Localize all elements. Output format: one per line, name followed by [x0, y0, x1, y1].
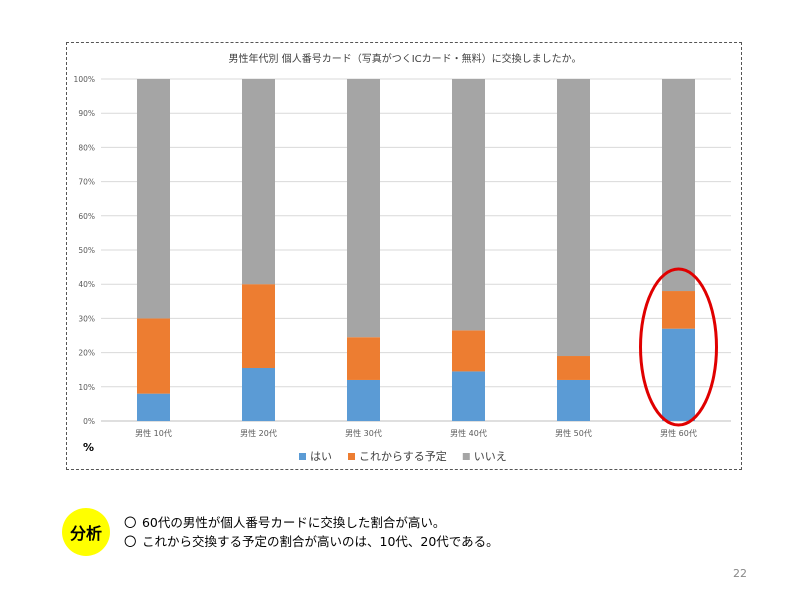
y-tick-label: 70%	[78, 178, 95, 187]
bar-segment	[662, 291, 695, 329]
analysis-badge: 分析	[62, 508, 110, 556]
x-tick-label: 男性 50代	[555, 428, 592, 438]
legend-label: はい	[310, 450, 332, 463]
legend-label: これからする予定	[359, 449, 447, 463]
bar-segment	[347, 337, 380, 380]
y-tick-label: 40%	[78, 280, 95, 289]
bar-segment	[557, 79, 590, 357]
x-tick-label: 男性 20代	[240, 428, 277, 438]
stacked-bar-chart: 男性年代別 個人番号カード（写真がつくICカード・無料）に交換しましたか。 0% 1…	[74, 52, 731, 463]
y-tick-label: 0%	[83, 417, 95, 426]
y-tick-label: 30%	[78, 314, 95, 323]
legend-label: いいえ	[474, 450, 507, 463]
bar-segment	[137, 79, 170, 319]
circle-bullet-icon: 〇	[124, 515, 137, 530]
legend-swatch	[348, 453, 355, 460]
bar-segment	[242, 284, 275, 368]
bar-segment	[452, 371, 485, 421]
legend-swatch	[299, 453, 306, 460]
x-tick-label: 男性 30代	[345, 428, 382, 438]
bar-segment	[347, 79, 380, 338]
bar-segment	[452, 79, 485, 331]
y-tick-label: 50%	[78, 246, 95, 255]
analysis-text: 〇 60代の男性が個人番号カードに交換した割合が高い。 〇 これから交換する予定…	[124, 513, 499, 551]
chart-frame: 男性年代別 個人番号カード（写真がつくICカード・無料）に交換しましたか。 0% 1…	[66, 42, 742, 470]
y-tick-label: 90%	[78, 109, 95, 118]
analysis-line-text: 60代の男性が個人番号カードに交換した割合が高い。	[141, 515, 446, 530]
y-tick-label: 100%	[74, 75, 95, 84]
x-tick-label: 男性 40代	[450, 428, 487, 438]
y-tick-label: 80%	[78, 143, 95, 152]
bar-segment	[557, 356, 590, 380]
analysis-line-text: これから交換する予定の割合が高いのは、10代、20代である。	[141, 534, 499, 549]
bar-segment	[662, 328, 695, 421]
chart-title: 男性年代別 個人番号カード（写真がつくICカード・無料）に交換しましたか。	[229, 52, 582, 65]
highlight-ellipse	[639, 267, 718, 427]
bar-segment	[452, 330, 485, 372]
bar-segment	[137, 318, 170, 394]
page-number: 22	[733, 567, 747, 580]
bar-segment	[137, 393, 170, 421]
bar-segment	[662, 79, 695, 292]
y-tick-label: 20%	[78, 349, 95, 358]
x-tick-label: 男性 60代	[660, 428, 697, 438]
legend-swatch	[462, 453, 470, 460]
y-tick-label: 10%	[78, 383, 95, 392]
circle-bullet-icon: 〇	[124, 534, 137, 549]
analysis-line: 〇 これから交換する予定の割合が高いのは、10代、20代である。	[124, 532, 499, 551]
y-unit-label: %	[83, 441, 94, 454]
analysis-line: 〇 60代の男性が個人番号カードに交換した割合が高い。	[124, 513, 499, 532]
y-tick-label: 60%	[78, 212, 95, 221]
bar-segment	[242, 367, 275, 421]
bar-segment	[242, 79, 275, 285]
bar-segment	[557, 379, 590, 421]
bar-segment	[347, 379, 380, 421]
x-tick-label: 男性 10代	[135, 428, 172, 438]
analysis-badge-label: 分析	[69, 524, 102, 543]
